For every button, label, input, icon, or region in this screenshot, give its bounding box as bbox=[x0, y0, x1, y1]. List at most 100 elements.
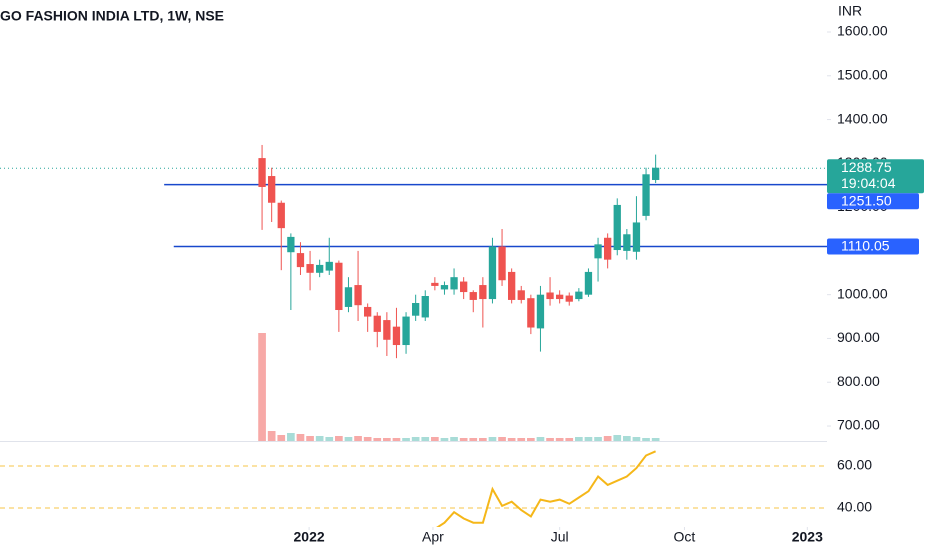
candle-body bbox=[421, 295, 429, 318]
candle-body bbox=[556, 294, 564, 300]
hline-box bbox=[827, 193, 919, 210]
volume-bar bbox=[536, 437, 545, 441]
volume-bar bbox=[651, 438, 660, 441]
volume-bar bbox=[527, 438, 535, 441]
rsi-line bbox=[436, 450, 657, 527]
volume-bar bbox=[306, 436, 314, 441]
volume-bar bbox=[411, 437, 420, 441]
hline-label: 1110.05 bbox=[841, 238, 890, 254]
volume-bar bbox=[277, 435, 286, 441]
candle-body bbox=[652, 167, 660, 180]
candle-body bbox=[575, 291, 583, 300]
axes: 700.00800.00900.001000.001100.001200.001… bbox=[294, 23, 924, 545]
volume-bar bbox=[479, 438, 487, 441]
volume-bar bbox=[383, 438, 391, 441]
candle-body bbox=[373, 315, 381, 332]
candle-body bbox=[287, 236, 295, 253]
volume-bar bbox=[498, 437, 506, 441]
candle-body bbox=[632, 222, 641, 252]
candle-body bbox=[335, 262, 343, 311]
volume-bar bbox=[575, 437, 583, 441]
chart-title: GO FASHION INDIA LTD, 1W, NSE bbox=[0, 8, 224, 24]
candle-body bbox=[268, 176, 276, 203]
volume-bar bbox=[517, 438, 526, 441]
candle-body bbox=[508, 271, 516, 300]
candle-body bbox=[460, 281, 468, 293]
volume-bar bbox=[431, 437, 439, 441]
volume-bar bbox=[584, 437, 593, 441]
candle-body bbox=[604, 237, 612, 260]
candle-body bbox=[642, 174, 650, 216]
volume-bar bbox=[325, 437, 334, 441]
rsi-tick-label: 60.00 bbox=[837, 457, 872, 473]
volume-bar bbox=[555, 438, 564, 441]
candle-body bbox=[584, 271, 593, 295]
volume-bar bbox=[296, 434, 305, 441]
volume-bar bbox=[565, 438, 574, 441]
x-tick-label: Oct bbox=[674, 529, 696, 545]
volume-bar bbox=[469, 438, 478, 441]
volume-bar bbox=[287, 433, 295, 441]
candle-body bbox=[325, 261, 333, 271]
candle-body bbox=[527, 298, 535, 328]
last-price-box bbox=[827, 159, 924, 194]
candle-body bbox=[517, 290, 525, 300]
x-tick-label: Apr bbox=[422, 529, 444, 545]
y-tick-label: 1500.00 bbox=[837, 66, 888, 82]
volume-bar bbox=[507, 438, 516, 441]
candle-body bbox=[354, 285, 362, 306]
volume-bar bbox=[594, 437, 602, 441]
volume-bar bbox=[632, 437, 641, 441]
last-price-label: 1288.75 bbox=[841, 159, 892, 175]
hline-box bbox=[827, 238, 919, 255]
volume-bar bbox=[642, 438, 650, 441]
candle-body bbox=[392, 326, 401, 346]
volume-bar bbox=[546, 438, 554, 441]
candle-body bbox=[296, 253, 305, 268]
volume-bar bbox=[258, 333, 266, 441]
candle-body bbox=[536, 294, 545, 329]
y-tick-label: 1000.00 bbox=[837, 285, 888, 301]
candle-body bbox=[479, 285, 487, 300]
candle-body bbox=[306, 264, 314, 273]
candle-body bbox=[594, 244, 602, 259]
volume-bar bbox=[315, 436, 324, 441]
volume-bar bbox=[421, 437, 430, 441]
candle-body bbox=[623, 234, 631, 251]
x-tick-label: 2022 bbox=[294, 529, 325, 545]
candle-body bbox=[488, 246, 497, 300]
candle-body bbox=[565, 295, 573, 302]
candle-body bbox=[613, 204, 621, 251]
currency-label: INR bbox=[838, 3, 862, 19]
volume-bar bbox=[344, 437, 353, 441]
y-tick-label: 800.00 bbox=[837, 373, 880, 389]
candle-body bbox=[258, 158, 266, 187]
y-tick-label: 700.00 bbox=[837, 417, 880, 433]
candle-body bbox=[440, 285, 449, 290]
volume-bar bbox=[373, 438, 382, 441]
candle-body bbox=[546, 292, 554, 300]
volume-bar bbox=[603, 436, 612, 441]
candle-body bbox=[498, 246, 506, 281]
countdown-label: 19:04:04 bbox=[841, 175, 896, 191]
y-tick-label: 900.00 bbox=[837, 329, 880, 345]
volume-bar bbox=[402, 438, 410, 441]
volume-bar bbox=[623, 436, 631, 441]
candle-body bbox=[344, 287, 353, 307]
candle-body bbox=[364, 306, 372, 317]
y-tick-label: 1400.00 bbox=[837, 110, 888, 126]
hline-label: 1251.50 bbox=[841, 192, 892, 208]
y-tick-label: 1600.00 bbox=[837, 23, 888, 39]
candle-body bbox=[450, 277, 458, 290]
candle-body bbox=[383, 320, 391, 340]
volume-bar bbox=[450, 437, 458, 441]
volume-bar bbox=[459, 438, 468, 441]
candle-body bbox=[412, 303, 420, 316]
x-tick-label: 2023 bbox=[792, 529, 823, 545]
rsi-pane bbox=[0, 450, 827, 527]
volume-bar bbox=[440, 438, 449, 441]
volume-bar bbox=[613, 435, 622, 441]
candle-body bbox=[469, 292, 477, 300]
